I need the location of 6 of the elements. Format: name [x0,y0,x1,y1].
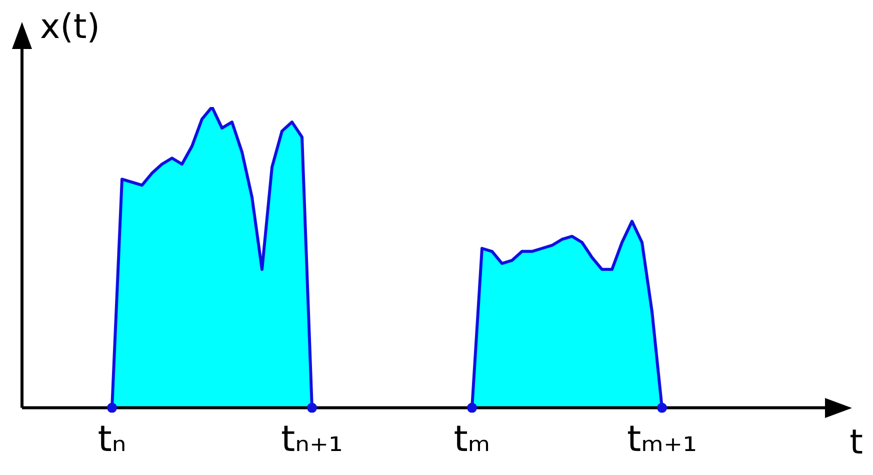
x-axis-title: t [850,422,863,463]
x-tick-label: tₘ [454,418,490,460]
x-tick-label: tₙ [98,418,126,460]
x-tick-label: tₙ₊₁ [281,418,343,460]
y-axis-title: x(t) [40,6,100,47]
x-tick-label: tₘ₊₁ [627,418,697,460]
